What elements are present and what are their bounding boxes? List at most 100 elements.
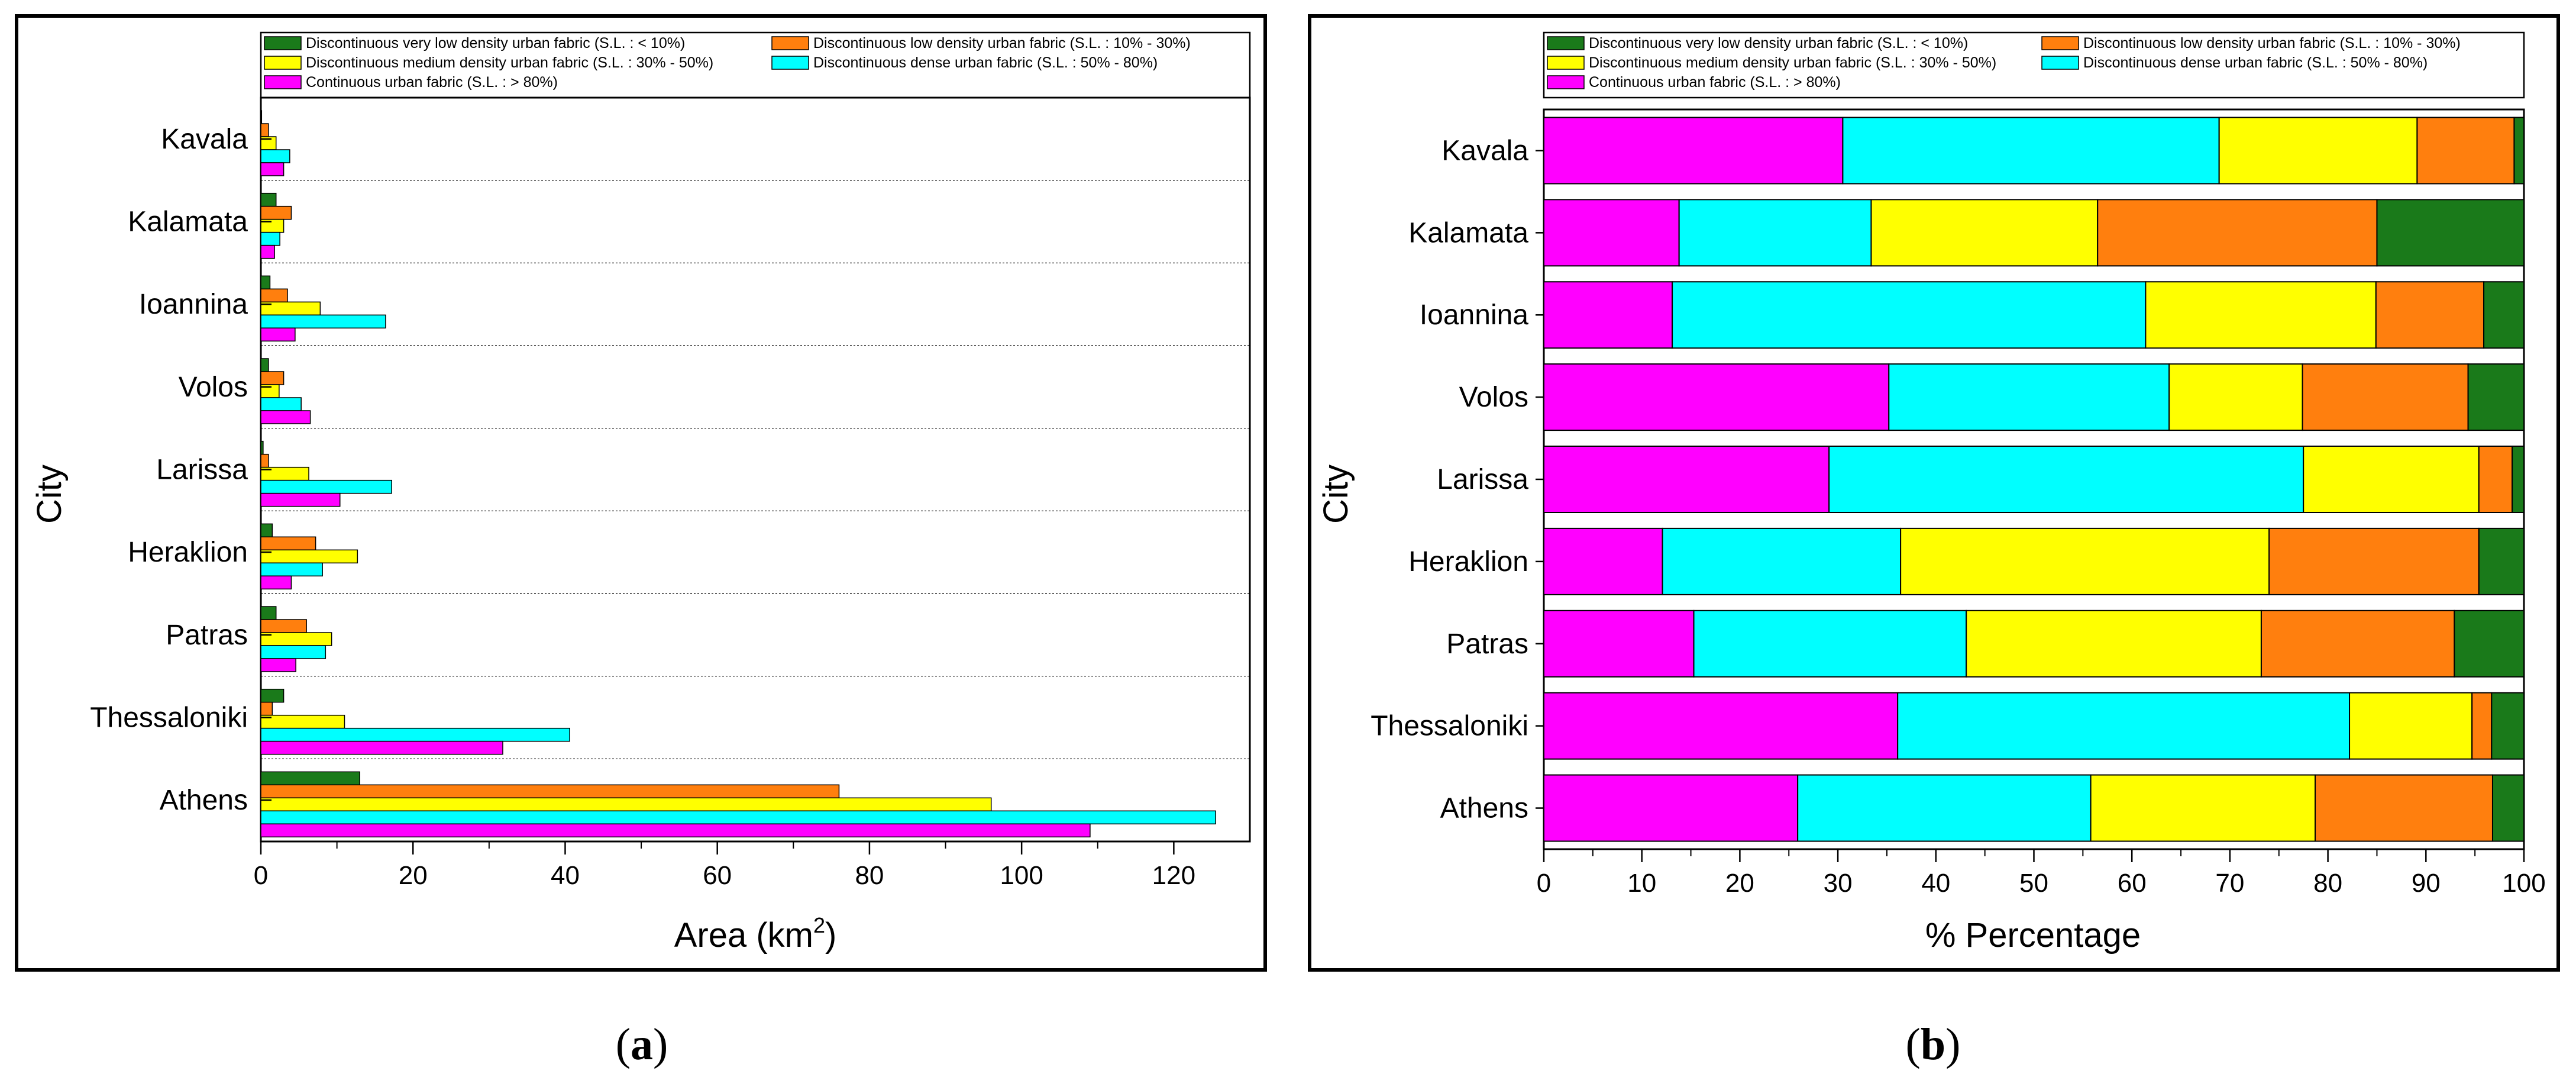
stack-kalamata-0 [1543, 199, 1680, 267]
bar-ioannina-0 [260, 275, 271, 290]
category-label-kalamata: Kalamata [128, 207, 248, 238]
stack-volos-1 [1888, 363, 2170, 431]
x-tick-label: 100 [1000, 861, 1043, 890]
category-label-kavala: Kavala [161, 124, 248, 155]
stack-thessaloniki-3 [2471, 692, 2493, 760]
bar-larissa-0 [260, 440, 264, 455]
x-tick-label: 40 [551, 861, 580, 890]
bar-larissa-4 [260, 492, 341, 507]
stack-athens-3 [2315, 774, 2493, 842]
bar-thessaloniki-0 [260, 688, 285, 703]
bar-ioannina-1 [260, 288, 288, 303]
bar-volos-0 [260, 358, 269, 372]
category-label-thessaloniki: Thessaloniki [1371, 711, 1528, 742]
panel-b-percentage-chart: Discontinuous very low density urban fab… [1308, 14, 2560, 972]
bar-volos-4 [260, 410, 311, 424]
stack-kalamata-4 [2376, 199, 2525, 267]
legend-swatch-b-1 [2041, 36, 2079, 50]
x-tick-label: 20 [399, 861, 428, 890]
bar-kalamata-0 [260, 192, 277, 207]
stack-larissa-4 [2512, 446, 2525, 513]
stack-thessaloniki-4 [2491, 692, 2525, 760]
category-label-kavala: Kavala [1441, 135, 1528, 166]
panel-a-area-chart: Discontinuous very low density urban fab… [15, 14, 1267, 972]
category-label-patras: Patras [166, 620, 248, 651]
bar-athens-0 [260, 771, 360, 786]
x-tick-label: 100 [2502, 869, 2545, 898]
panel-a-y-axis-title: City [30, 465, 69, 524]
x-tick-label: 80 [2313, 869, 2342, 898]
stack-athens-0 [1543, 774, 1799, 842]
legend-label-b-0: Discontinuous very low density urban fab… [1589, 35, 1968, 51]
panel-a-plot-area [260, 96, 1251, 843]
stack-heraklion-0 [1543, 527, 1663, 595]
category-label-volos: Volos [179, 372, 248, 403]
x-axis-title-superscript: 2 [813, 913, 825, 937]
stack-kalamata-3 [2097, 199, 2378, 267]
legend-swatch-b-3 [2041, 56, 2079, 70]
legend-swatch-a-1 [771, 36, 809, 50]
x-tick-label: 80 [855, 861, 884, 890]
category-label-ioannina: Ioannina [139, 289, 248, 320]
bar-heraklion-1 [260, 536, 316, 551]
stack-ioannina-2 [2145, 281, 2377, 349]
bar-larissa-3 [260, 479, 392, 494]
panel-a-x-axis-title: Area (km2) [674, 913, 837, 955]
panel-b-x-axis-title: % Percentage [1925, 916, 2141, 955]
category-label-heraklion: Heraklion [1408, 546, 1528, 578]
panel-a-legend-box [260, 31, 1251, 99]
legend-label-b-1: Discontinuous low density urban fabric (… [2083, 35, 2461, 51]
bar-thessaloniki-1 [260, 701, 273, 716]
bar-kalamata-3 [260, 231, 280, 246]
category-label-larissa: Larissa [1437, 464, 1528, 495]
stack-patras-1 [1693, 610, 1967, 678]
stack-volos-0 [1543, 363, 1890, 431]
legend-swatch-b-4 [1547, 75, 1585, 89]
legend-swatch-a-3 [771, 56, 809, 70]
x-tick-label: 60 [703, 861, 732, 890]
category-label-larissa: Larissa [156, 454, 248, 486]
x-tick-label: 0 [254, 861, 268, 890]
stack-larissa-0 [1543, 446, 1830, 513]
bar-kalamata-1 [260, 205, 292, 220]
stack-kavala-2 [2218, 117, 2418, 185]
stack-heraklion-1 [1662, 527, 1902, 595]
legend-swatch-a-2 [264, 56, 302, 70]
bar-patras-3 [260, 645, 327, 659]
stack-kavala-1 [1842, 117, 2220, 185]
stack-ioannina-1 [1672, 281, 2147, 349]
legend-swatch-b-0 [1547, 36, 1585, 50]
stack-patras-4 [2454, 610, 2525, 678]
category-label-athens: Athens [1440, 793, 1528, 824]
caption-b: (b) [1906, 1020, 1961, 1069]
bar-athens-3 [260, 810, 1216, 825]
stack-thessaloniki-1 [1897, 692, 2351, 760]
x-tick-label: 20 [1725, 869, 1754, 898]
category-label-patras: Patras [1446, 628, 1528, 660]
stack-heraklion-3 [2268, 527, 2480, 595]
stack-thessaloniki-0 [1543, 692, 1899, 760]
bar-volos-3 [260, 397, 302, 411]
legend-label-b-3: Discontinuous dense urban fabric (S.L. :… [2083, 54, 2428, 71]
legend-label-b-4: Continuous urban fabric (S.L. : > 80%) [1589, 74, 1841, 91]
x-tick-label: 40 [1921, 869, 1950, 898]
x-tick-label: 0 [1537, 869, 1551, 898]
stack-ioannina-3 [2375, 281, 2485, 349]
x-tick-label: 70 [2215, 869, 2244, 898]
legend-label-a-4: Continuous urban fabric (S.L. : > 80%) [306, 74, 558, 91]
x-tick-label: 120 [1152, 861, 1195, 890]
caption-a: (a) [616, 1020, 668, 1069]
panel-b-legend-box [1543, 31, 2525, 99]
bar-kavala-3 [260, 149, 290, 163]
stack-volos-3 [2302, 363, 2469, 431]
stack-thessaloniki-2 [2349, 692, 2473, 760]
category-label-volos: Volos [1459, 382, 1528, 413]
bar-athens-2 [260, 797, 992, 812]
category-label-kalamata: Kalamata [1408, 217, 1528, 249]
stack-kavala-3 [2416, 117, 2515, 185]
bar-thessaloniki-4 [260, 740, 503, 755]
bar-ioannina-3 [260, 314, 386, 329]
bar-kalamata-4 [260, 244, 275, 259]
stack-athens-2 [2090, 774, 2316, 842]
legend-swatch-a-0 [264, 36, 302, 50]
